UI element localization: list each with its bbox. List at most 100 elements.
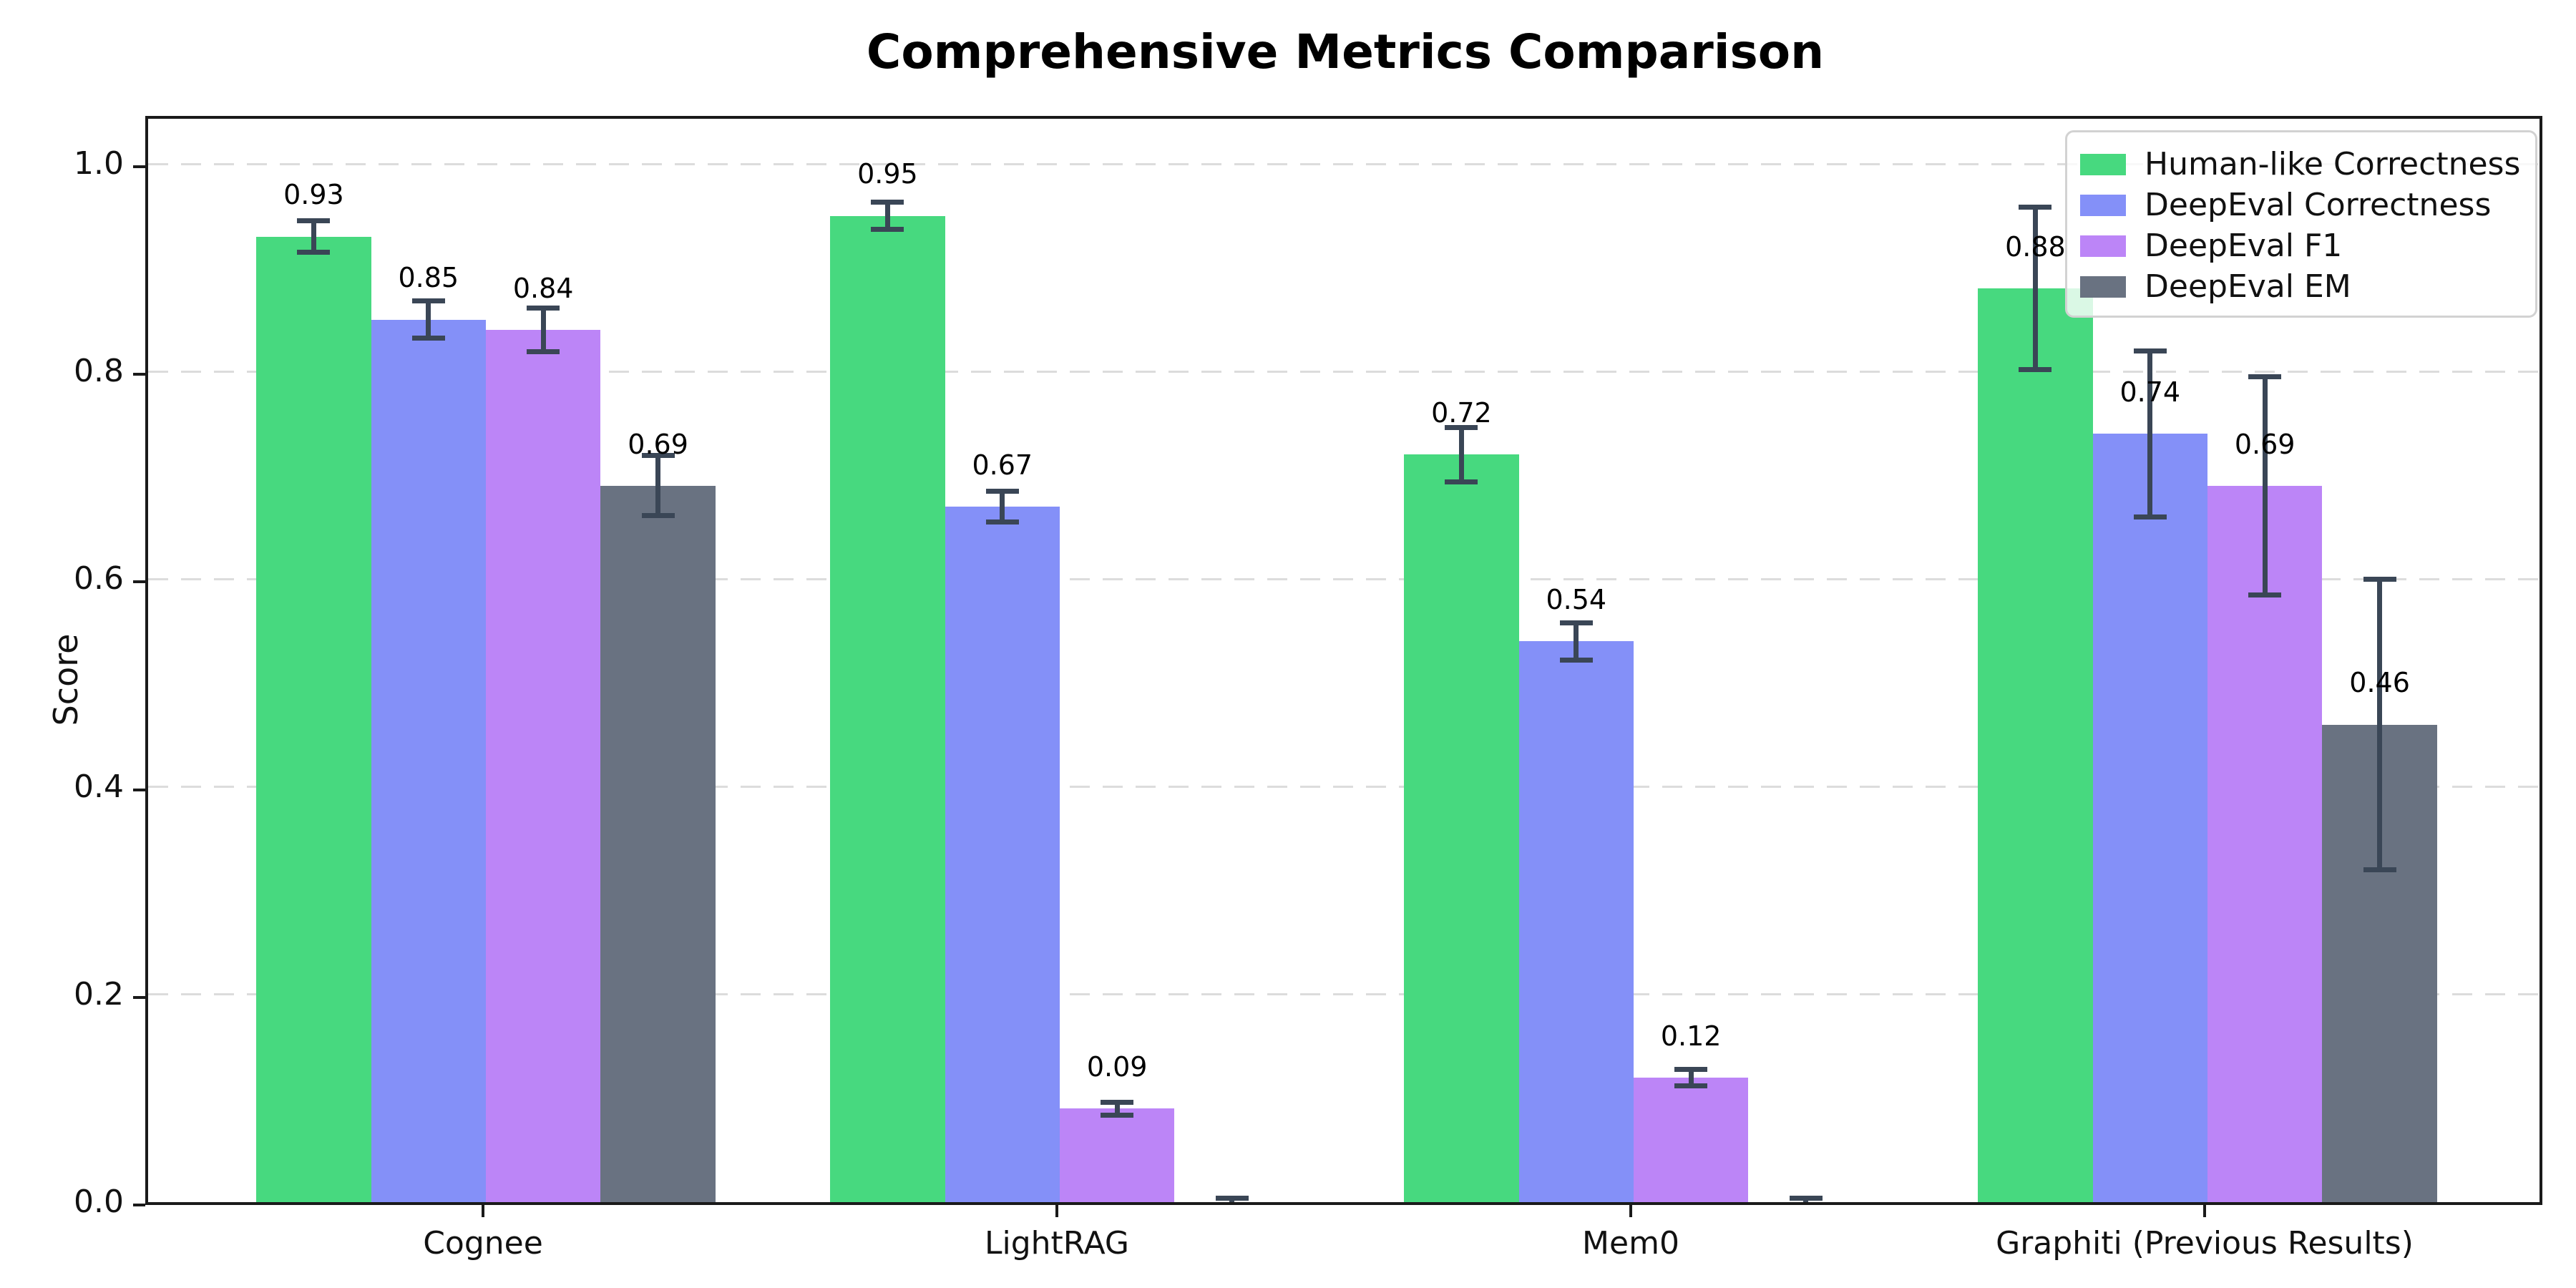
gridline-0.8 xyxy=(148,370,2540,373)
error-cap-top-mem0-human-like-correctness xyxy=(1445,425,1478,431)
error-cap-top-lightrag-deepeval-em xyxy=(1215,1195,1249,1201)
error-cap-top-graphiti-previous-results-deepeval-em xyxy=(2363,576,2396,582)
error-cap-top-cognee-deepeval-f1 xyxy=(527,306,560,311)
error-cap-top-lightrag-human-like-correctness xyxy=(871,200,904,205)
error-cap-bottom-mem0-human-like-correctness xyxy=(1445,479,1478,484)
error-cap-bottom-graphiti-previous-results-deepeval-f1 xyxy=(2248,592,2282,597)
bar-graphiti-previous-results-deepeval-f1 xyxy=(2207,485,2323,1202)
y-tick-0.8 xyxy=(133,373,145,376)
error-cap-bottom-lightrag-deepeval-em xyxy=(1216,1204,1249,1205)
error-cap-top-mem0-deepeval-correctness xyxy=(1559,620,1593,625)
error-cap-top-cognee-deepeval-correctness xyxy=(411,298,445,304)
error-cap-bottom-lightrag-deepeval-correctness xyxy=(985,519,1019,525)
chart-title: Comprehensive Metrics Comparison xyxy=(866,24,1825,79)
error-cap-bottom-cognee-deepeval-correctness xyxy=(411,336,445,341)
value-label-lightrag-human-like-correctness: 0.95 xyxy=(857,158,918,190)
y-tick-0.2 xyxy=(133,995,145,999)
y-tick-label-0.0: 0.0 xyxy=(74,1184,124,1220)
y-tick-label-0.2: 0.2 xyxy=(74,975,124,1013)
deepeval-em-swatch-icon xyxy=(2080,275,2126,298)
bar-cognee-deepeval-em xyxy=(600,485,716,1202)
error-cap-bottom-cognee-deepeval-f1 xyxy=(527,349,560,355)
value-label-cognee-deepeval-correctness: 0.85 xyxy=(398,262,459,294)
error-bar-mem0-deepeval-correctness xyxy=(1574,623,1579,660)
error-cap-bottom-cognee-human-like-correctness xyxy=(297,249,331,255)
error-bar-cognee-deepeval-em xyxy=(655,455,661,516)
error-cap-top-graphiti-previous-results-deepeval-correctness xyxy=(2133,348,2167,353)
legend-item-deepeval-correctness: DeepEval Correctness xyxy=(2080,185,2522,225)
error-bar-cognee-deepeval-f1 xyxy=(540,308,546,352)
error-cap-bottom-lightrag-human-like-correctness xyxy=(871,226,904,232)
x-tick-label-cognee: Cognee xyxy=(423,1225,543,1262)
error-bar-graphiti-previous-results-deepeval-em xyxy=(2377,579,2383,870)
error-bar-graphiti-previous-results-deepeval-correctness xyxy=(2147,351,2153,517)
deepeval-correctness-swatch-icon xyxy=(2080,194,2126,216)
error-bar-cognee-deepeval-correctness xyxy=(426,301,431,338)
bar-mem0-deepeval-correctness xyxy=(1518,641,1634,1202)
legend-item-human-like-correctness: Human-like Correctness xyxy=(2080,144,2522,185)
error-cap-bottom-mem0-deepeval-correctness xyxy=(1559,658,1593,663)
error-cap-bottom-graphiti-previous-results-deepeval-correctness xyxy=(2133,514,2167,519)
error-cap-top-mem0-deepeval-f1 xyxy=(1674,1066,1708,1072)
legend-item-deepeval-em: DeepEval EM xyxy=(2080,266,2522,307)
bar-lightrag-deepeval-correctness xyxy=(945,506,1060,1202)
error-cap-bottom-cognee-deepeval-em xyxy=(641,513,675,519)
legend-label-deepeval-f1: DeepEval F1 xyxy=(2145,228,2343,264)
y-tick-0.0 xyxy=(133,1204,145,1206)
value-label-graphiti-previous-results-deepeval-em: 0.46 xyxy=(2349,667,2410,699)
value-label-cognee-deepeval-em: 0.69 xyxy=(628,428,688,460)
value-label-graphiti-previous-results-human-like-correctness: 0.88 xyxy=(2005,230,2066,263)
y-tick-1.0 xyxy=(133,165,145,168)
human-like-correctness-swatch-icon xyxy=(2080,153,2126,175)
y-tick-label-0.6: 0.6 xyxy=(74,560,124,597)
gridline-1 xyxy=(148,162,2540,165)
value-label-lightrag-deepeval-f1: 0.09 xyxy=(1086,1051,1148,1083)
error-cap-top-cognee-human-like-correctness xyxy=(297,218,331,224)
error-cap-bottom-graphiti-previous-results-deepeval-em xyxy=(2363,867,2396,873)
value-label-graphiti-previous-results-deepeval-f1: 0.69 xyxy=(2234,428,2296,460)
error-bar-graphiti-previous-results-deepeval-f1 xyxy=(2262,376,2268,595)
x-tick-label-graphiti-previous-results: Graphiti (Previous Results) xyxy=(1996,1225,2414,1262)
error-cap-bottom-lightrag-deepeval-f1 xyxy=(1101,1112,1134,1118)
y-tick-label-0.8: 0.8 xyxy=(74,353,124,390)
error-cap-bottom-mem0-deepeval-em xyxy=(1790,1204,1823,1205)
error-cap-top-graphiti-previous-results-human-like-correctness xyxy=(2019,205,2052,210)
x-tick-label-lightrag: LightRAG xyxy=(984,1225,1130,1262)
value-label-cognee-human-like-correctness: 0.93 xyxy=(283,179,344,211)
bar-graphiti-previous-results-human-like-correctness xyxy=(1978,288,2093,1202)
error-cap-top-graphiti-previous-results-deepeval-f1 xyxy=(2248,374,2282,379)
error-bar-mem0-human-like-correctness xyxy=(1458,427,1464,482)
error-bar-graphiti-previous-results-human-like-correctness xyxy=(2032,207,2038,370)
error-cap-top-lightrag-deepeval-f1 xyxy=(1101,1100,1134,1106)
x-tick-lightrag xyxy=(1055,1205,1058,1217)
legend: Human-like Correctness DeepEval Correctne… xyxy=(2065,130,2537,318)
y-axis-label: Score xyxy=(47,633,85,726)
value-label-cognee-deepeval-f1: 0.84 xyxy=(512,272,574,304)
y-tick-label-1.0: 1.0 xyxy=(74,145,124,182)
gridline-0.6 xyxy=(148,577,2540,580)
y-tick-label-0.4: 0.4 xyxy=(74,768,124,805)
x-tick-graphiti-previous-results xyxy=(2203,1205,2206,1217)
error-cap-bottom-mem0-deepeval-f1 xyxy=(1674,1083,1708,1088)
bar-lightrag-human-like-correctness xyxy=(830,215,945,1202)
value-label-mem0-deepeval-correctness: 0.54 xyxy=(1546,584,1607,616)
bar-cognee-deepeval-f1 xyxy=(486,330,601,1202)
x-tick-label-mem0: Mem0 xyxy=(1582,1225,1679,1262)
error-cap-top-mem0-deepeval-em xyxy=(1789,1195,1823,1201)
error-cap-bottom-graphiti-previous-results-human-like-correctness xyxy=(2019,366,2052,372)
bar-graphiti-previous-results-deepeval-correctness xyxy=(2092,434,2207,1202)
value-label-lightrag-deepeval-correctness: 0.67 xyxy=(972,449,1033,481)
legend-label-deepeval-correctness: DeepEval Correctness xyxy=(2145,187,2492,223)
value-label-mem0-deepeval-f1: 0.12 xyxy=(1660,1020,1722,1052)
legend-label-human-like-correctness: Human-like Correctness xyxy=(2145,146,2521,182)
bar-mem0-deepeval-f1 xyxy=(1634,1077,1749,1202)
error-bar-lightrag-deepeval-correctness xyxy=(1000,491,1005,522)
bar-cognee-human-like-correctness xyxy=(256,236,371,1202)
error-bar-mem0-deepeval-f1 xyxy=(1688,1069,1694,1086)
error-bar-cognee-human-like-correctness xyxy=(311,220,316,253)
y-tick-0.4 xyxy=(133,788,145,791)
deepeval-f1-swatch-icon xyxy=(2080,235,2126,257)
error-cap-top-lightrag-deepeval-correctness xyxy=(985,488,1019,494)
error-bar-lightrag-deepeval-f1 xyxy=(1114,1102,1120,1116)
